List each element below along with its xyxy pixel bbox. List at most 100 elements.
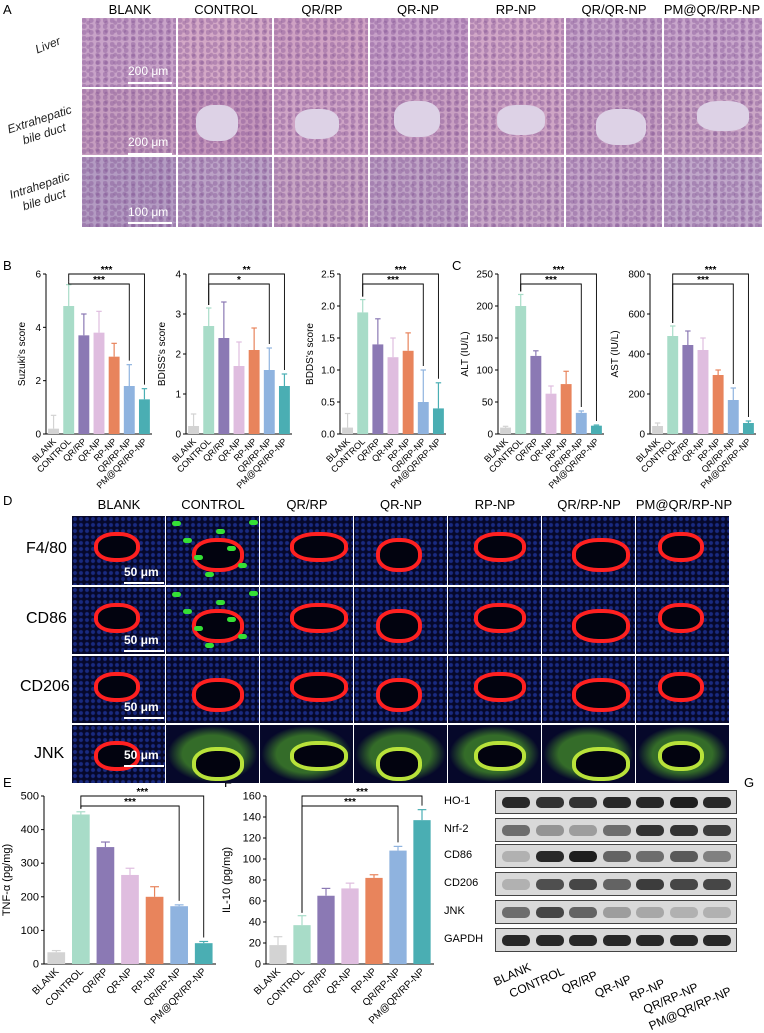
if-scale-label: 50 μm [124, 748, 159, 762]
bar [341, 888, 359, 964]
if-col-header: BLANK [97, 497, 141, 512]
if-col-header: QR/RP-NP [557, 497, 621, 512]
if-image [166, 656, 259, 723]
if-image [260, 516, 353, 585]
blot-band [669, 935, 698, 946]
bar [413, 820, 431, 964]
bar [667, 336, 679, 434]
bar [145, 896, 164, 964]
bar [712, 375, 724, 434]
significance-bracket [362, 273, 439, 379]
blot-band [669, 851, 698, 862]
y-tick-label: 2 [35, 376, 41, 387]
if-col-header: QR-NP [380, 497, 422, 512]
if-scale-label: 50 μm [124, 565, 159, 579]
bar [278, 386, 290, 434]
if-image [72, 725, 165, 783]
significance-label: *** [124, 797, 136, 808]
bar [78, 335, 90, 434]
if-image [260, 656, 353, 723]
y-tick-label: 0 [33, 959, 39, 971]
y-tick-label: 1.5 [321, 334, 335, 345]
blot-band [569, 851, 597, 862]
bar [263, 370, 275, 434]
y-tick-label: 0 [175, 430, 181, 441]
he-col-header: PM@QR/RP-NP [663, 2, 761, 17]
he-row-label: Intrahepatic bile duct [7, 169, 72, 214]
blot-band [602, 797, 631, 808]
blot-row [495, 790, 737, 814]
if-image [542, 516, 635, 585]
bar [697, 350, 709, 434]
y-tick-label: 100 [476, 366, 493, 377]
blot-band [502, 879, 530, 890]
significance-bracket [208, 283, 270, 344]
blot-band-label: CD86 [444, 849, 473, 861]
he-image [178, 157, 272, 227]
blot-band [669, 797, 698, 808]
significance-label: ** [243, 265, 251, 276]
he-image [274, 157, 368, 227]
significance-label: *** [395, 265, 407, 276]
y-tick-label: 400 [628, 350, 645, 361]
blot-band [535, 907, 564, 918]
y-tick-label: 100 [21, 925, 39, 937]
bar [218, 338, 230, 434]
y-tick-label: 200 [21, 891, 39, 903]
y-tick-label: 160 [243, 791, 261, 803]
bar [365, 877, 383, 964]
bar [342, 427, 354, 434]
if-image [354, 587, 447, 654]
bar [682, 345, 694, 434]
bar [742, 423, 754, 434]
y-axis-label: ALT (IU/L) [460, 331, 471, 376]
bar [575, 412, 587, 434]
he-image [470, 89, 564, 155]
y-tick-label: 150 [476, 334, 493, 345]
y-tick-label: 200 [476, 302, 493, 313]
blot-band [502, 825, 530, 836]
blot-band [636, 935, 664, 946]
if-col-header: RP-NP [474, 497, 516, 512]
if-image [166, 587, 259, 654]
he-row-label: Extrahepatic bile duct [5, 102, 74, 148]
he-image [82, 18, 176, 87]
if-image [542, 725, 635, 783]
blot-band [703, 851, 731, 862]
blot-band [602, 825, 631, 836]
if-scale-label: 50 μm [124, 700, 159, 714]
bar [170, 906, 188, 964]
significance-bracket [68, 281, 130, 361]
if-image [260, 725, 353, 783]
blot-row [495, 872, 737, 896]
blot-row [495, 928, 737, 952]
blot-band [535, 879, 564, 890]
y-axis-label: TNF-α (pg/mg) [1, 844, 13, 916]
y-tick-label: 2 [175, 350, 181, 361]
he-image [470, 157, 564, 227]
if-image [448, 516, 541, 585]
bar [652, 426, 664, 434]
if-col-header: CONTROL [181, 497, 245, 512]
blot-band [703, 907, 731, 918]
y-axis-label: AST (IU/L) [610, 330, 621, 377]
bar [387, 357, 399, 434]
panel-label-b: B [3, 258, 12, 273]
if-image [354, 725, 447, 783]
significance-bracket [80, 795, 205, 938]
he-image [274, 89, 368, 155]
bar [727, 400, 739, 434]
y-tick-label: 60 [249, 896, 261, 908]
if-image [636, 656, 729, 723]
y-tick-label: 400 [21, 824, 39, 836]
bar [402, 350, 414, 434]
if-row-label: F4/80 [26, 540, 67, 557]
if-row-label: JNK [34, 745, 65, 762]
he-image [470, 18, 564, 87]
y-tick-label: 2.5 [321, 270, 335, 281]
significance-bracket [68, 273, 145, 385]
bar [138, 399, 150, 434]
y-tick-label: 200 [628, 390, 645, 401]
